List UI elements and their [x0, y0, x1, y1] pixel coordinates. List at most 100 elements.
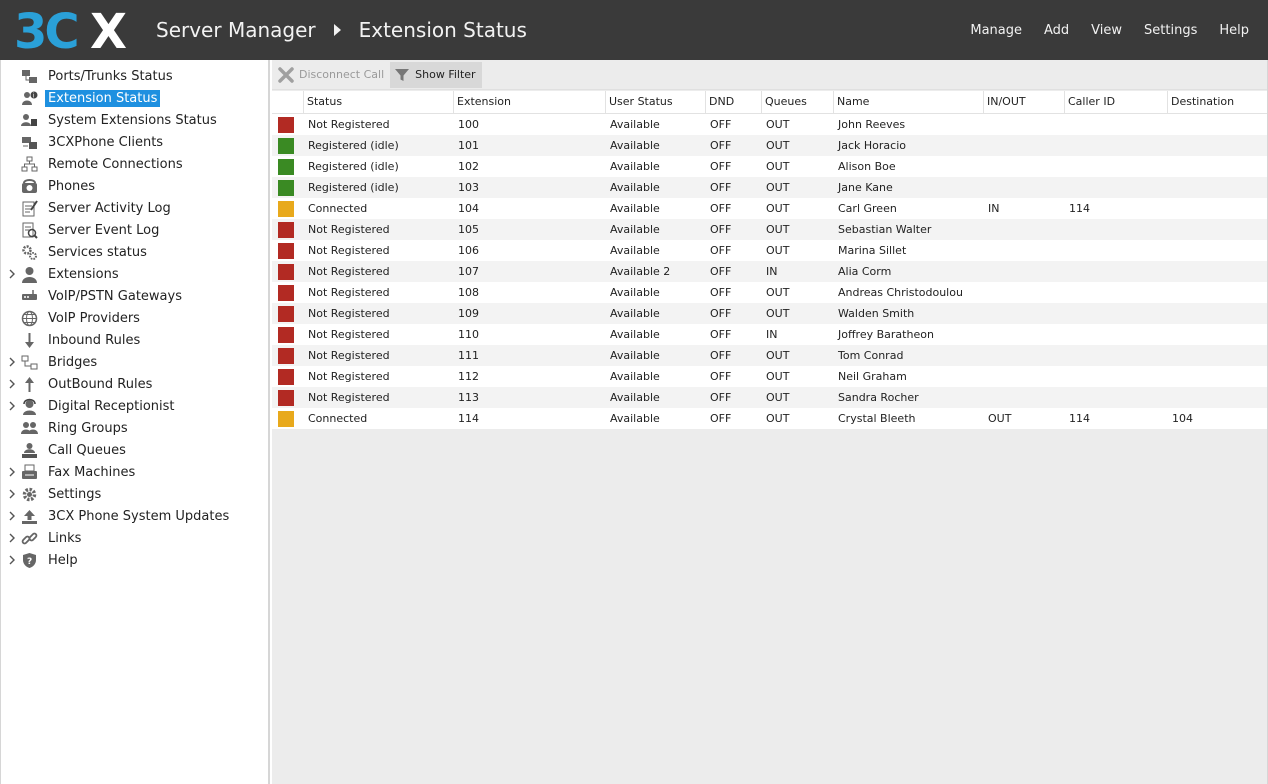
cell-status: Not Registered: [308, 286, 390, 299]
nav-help[interactable]: Help: [1219, 22, 1249, 38]
table-row[interactable]: Not Registered 113 Available OFF OUT Sandra R…: [272, 387, 1267, 408]
chevron-right-icon[interactable]: [8, 400, 16, 412]
table-row[interactable]: Not Registered 100 Available OFF OUT John Ree…: [272, 114, 1267, 135]
chevron-right-icon[interactable]: [8, 378, 16, 390]
sidebar-item-call-queues[interactable]: Call Queues: [1, 439, 268, 461]
sidebar-item-inbound-rules[interactable]: Inbound Rules: [1, 329, 268, 351]
nav-view[interactable]: View: [1091, 22, 1123, 38]
sidebar-item-voip-providers[interactable]: VoIP Providers: [1, 307, 268, 329]
cell-name: Carl Green: [838, 202, 897, 215]
table-row[interactable]: Not Registered 111 Available OFF OUT Tom Conr…: [272, 345, 1267, 366]
sidebar-item-server-activity-log[interactable]: Server Activity Log: [1, 197, 268, 219]
cell-dnd: OFF: [710, 307, 732, 320]
cell-user-status: Available: [610, 328, 660, 341]
sidebar-item-outbound-rules[interactable]: OutBound Rules: [1, 373, 268, 395]
sidebar-item-remote-connections[interactable]: Remote Connections: [1, 153, 268, 175]
sidebar-item-3cxphone-clients[interactable]: 3CXPhone Clients: [1, 131, 268, 153]
chevron-right-icon[interactable]: [8, 466, 16, 478]
cell-status: Not Registered: [308, 307, 390, 320]
column-header-destination[interactable]: Destination: [1167, 91, 1267, 113]
sidebar-item-digital-receptionist[interactable]: Digital Receptionist: [1, 395, 268, 417]
column-header-name[interactable]: Name: [833, 91, 983, 113]
chevron-right-icon[interactable]: [8, 488, 16, 500]
system-extensions-icon: [19, 111, 39, 129]
cell-status-indicator: [272, 200, 303, 217]
chevron-right-icon[interactable]: [8, 510, 16, 522]
breadcrumb-server-manager[interactable]: Server Manager: [156, 18, 316, 42]
sidebar-item-settings[interactable]: Settings: [1, 483, 268, 505]
cell-name: Sebastian Walter: [838, 223, 932, 236]
column-header-user-status[interactable]: User Status: [605, 91, 705, 113]
table-row[interactable]: Not Registered 110 Available OFF IN Joffrey B…: [272, 324, 1267, 345]
cell-in-out: IN: [988, 202, 1000, 215]
cell-status-indicator: [272, 116, 303, 133]
filter-funnel-icon: [395, 68, 410, 81]
nav-add[interactable]: Add: [1044, 22, 1070, 38]
chevron-right-icon[interactable]: [8, 356, 16, 368]
chevron-right-icon[interactable]: [8, 554, 16, 566]
sidebar-item-ring-groups[interactable]: Ring Groups: [1, 417, 268, 439]
nav-settings[interactable]: Settings: [1144, 22, 1198, 38]
fax-icon: [19, 463, 39, 481]
column-header-queues[interactable]: Queues: [761, 91, 833, 113]
sidebar-item-extensions[interactable]: Extensions: [1, 263, 268, 285]
cell-user-status: Available: [610, 160, 660, 173]
cell-name: John Reeves: [838, 118, 906, 131]
disconnect-call-button[interactable]: Disconnect Call: [274, 62, 390, 88]
table-row[interactable]: Not Registered 106 Available OFF OUT Marina S…: [272, 240, 1267, 261]
cell-name: Marina Sillet: [838, 244, 907, 257]
sidebar-item-system-extensions-status[interactable]: System Extensions Status: [1, 109, 268, 131]
cell-name: Alison Boe: [838, 160, 896, 173]
column-header-in-out[interactable]: IN/OUT: [983, 91, 1064, 113]
cell-extension: 109: [458, 307, 479, 320]
column-header-status[interactable]: Status: [303, 91, 453, 113]
table-row[interactable]: Registered (idle) 102 Available OFF OUT Aliso…: [272, 156, 1267, 177]
table-row[interactable]: Not Registered 112 Available OFF OUT Neil Gra…: [272, 366, 1267, 387]
sidebar-item-voip-pstn-gateways[interactable]: VoIP/PSTN Gateways: [1, 285, 268, 307]
table-row[interactable]: Not Registered 109 Available OFF OUT Walden S…: [272, 303, 1267, 324]
cell-dnd: OFF: [710, 160, 732, 173]
cell-dnd: OFF: [710, 139, 732, 152]
cell-status-indicator: [272, 389, 303, 406]
sidebar-item-3cx-phone-system-updates[interactable]: 3CX Phone System Updates: [1, 505, 268, 527]
table-row[interactable]: Not Registered 107 Available 2 OFF IN Alia Co…: [272, 261, 1267, 282]
column-header-extension[interactable]: Extension: [453, 91, 605, 113]
cell-status-indicator: [272, 158, 303, 175]
table-row[interactable]: Registered (idle) 103 Available OFF OUT Jane …: [272, 177, 1267, 198]
network-icon: [19, 155, 39, 173]
sidebar-item-extension-status[interactable]: i Extension Status: [1, 87, 268, 109]
cell-extension: 104: [458, 202, 479, 215]
table-row[interactable]: Registered (idle) 101 Available OFF OUT Jack …: [272, 135, 1267, 156]
column-header-dnd[interactable]: DND: [705, 91, 761, 113]
nav-manage[interactable]: Manage: [970, 22, 1022, 38]
table-row[interactable]: Not Registered 105 Available OFF OUT Sebastia…: [272, 219, 1267, 240]
cell-status-indicator: [272, 326, 303, 343]
activity-log-icon: [19, 199, 39, 217]
sidebar-item-fax-machines[interactable]: Fax Machines: [1, 461, 268, 483]
table-row[interactable]: Connected 114 Available OFF OUT Crystal Bleet…: [272, 408, 1267, 429]
column-header-caller-id[interactable]: Caller ID: [1064, 91, 1167, 113]
table-row[interactable]: Connected 104 Available OFF OUT Carl Green IN 1…: [272, 198, 1267, 219]
sidebar-item-server-event-log[interactable]: Server Event Log: [1, 219, 268, 241]
cell-queues: OUT: [766, 391, 790, 404]
sidebar-item-services-status[interactable]: Services status: [1, 241, 268, 263]
sidebar-item-help[interactable]: ? Help: [1, 549, 268, 571]
show-filter-button[interactable]: Show Filter: [390, 61, 482, 88]
cell-extension: 108: [458, 286, 479, 299]
sidebar-item-label: Digital Receptionist: [48, 398, 175, 414]
sidebar-item-ports-trunks-status[interactable]: Ports/Trunks Status: [1, 65, 268, 87]
chevron-right-icon[interactable]: [8, 532, 16, 544]
sidebar-item-links[interactable]: Links: [1, 527, 268, 549]
sidebar-item-label: Help: [48, 552, 78, 568]
chevron-right-icon[interactable]: [8, 268, 16, 280]
cell-user-status: Available: [610, 307, 660, 320]
cell-extension: 100: [458, 118, 479, 131]
table-row[interactable]: Not Registered 108 Available OFF OUT Andreas …: [272, 282, 1267, 303]
sidebar-item-label: 3CXPhone Clients: [48, 134, 164, 150]
sidebar-item-bridges[interactable]: Bridges: [1, 351, 268, 373]
cell-queues: IN: [766, 328, 778, 341]
cell-status: Connected: [308, 412, 368, 425]
status-color-swatch: [278, 410, 294, 427]
cell-status-indicator: [272, 305, 303, 322]
sidebar-item-phones[interactable]: Phones: [1, 175, 268, 197]
